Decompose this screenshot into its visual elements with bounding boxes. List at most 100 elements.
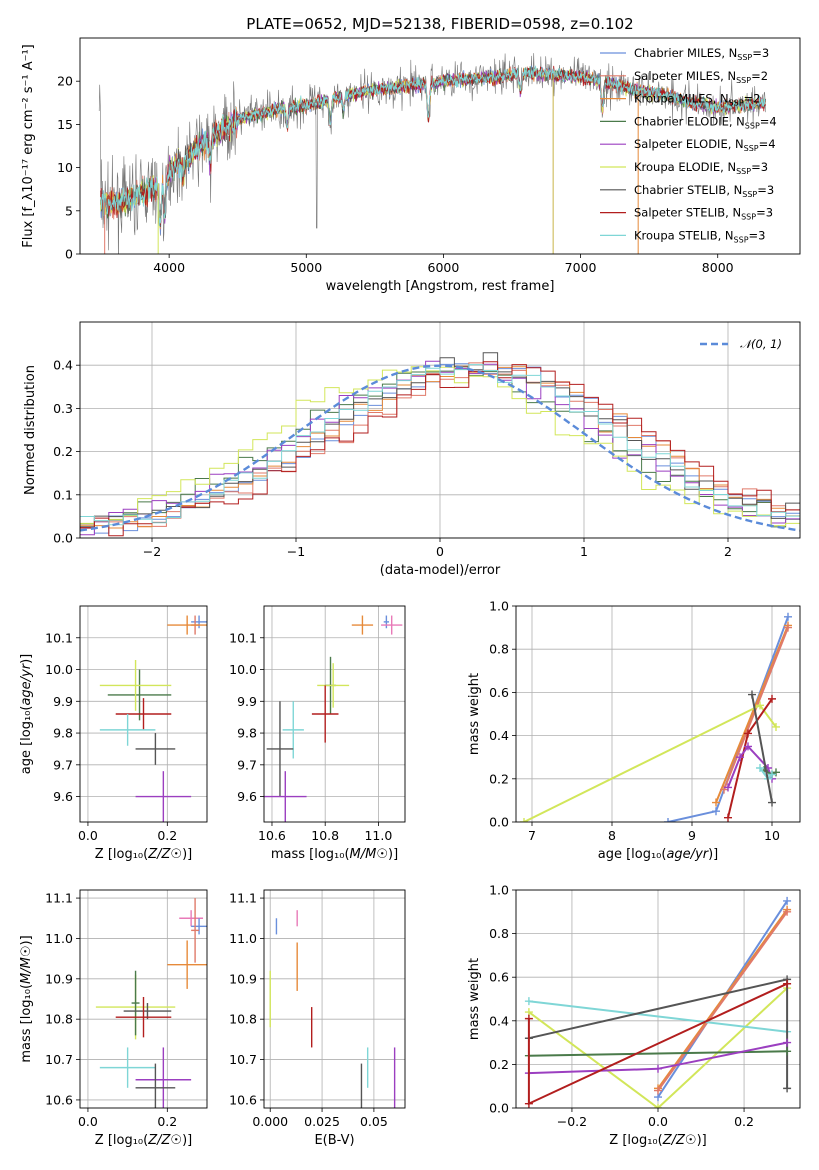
legend-label-rest: =3 [749, 228, 766, 242]
x-axis-label: wavelength [Angstrom, rest frame] [326, 279, 555, 294]
label-rest: )] [182, 1133, 192, 1148]
y-tick-label: 10.1 [45, 630, 73, 645]
legend-label: Salpeter ELODIE, NSSP=4 [634, 137, 776, 153]
plot-area [80, 322, 800, 538]
y-tick-label: 0.6 [489, 970, 509, 985]
x-tick-label: 0.2 [157, 1114, 177, 1129]
normal-curve [80, 364, 800, 532]
x-axis-label: (data-model)/error [380, 563, 501, 578]
series-marker [768, 798, 776, 807]
label-math: Z/Z☉ [147, 847, 182, 862]
label-rest: )] [182, 847, 192, 862]
series-marker [744, 742, 752, 751]
y-tick-label: 9.7 [53, 757, 73, 772]
data-point [107, 669, 172, 721]
y-tick-label: 10.7 [229, 1052, 257, 1067]
label-math: M/M☉ [19, 945, 34, 983]
y-tick-label: 0.2 [53, 444, 73, 459]
series-marker [664, 818, 672, 822]
legend-label: Kroupa MILES, NSSP=2 [634, 92, 760, 108]
age-vs-mass-panel: 10.6 10.8 11.0 9.6 9.7 9.8 9.9 10.0 10.1 mass [lo… [229, 605, 406, 862]
series-marker [736, 753, 744, 762]
x-axis-label: Z [log₁₀(Z/Z☉)] [95, 1133, 192, 1148]
label-math: age/yr [666, 847, 709, 862]
data-point [381, 615, 403, 635]
legend-label: 𝒩(0, 1) [740, 337, 782, 351]
series-marker [756, 701, 764, 710]
y-tick-label: 10.9 [45, 971, 73, 986]
y-tick-label: 10.0 [229, 662, 257, 677]
series-marker [768, 694, 776, 703]
y-tick-label: 9.8 [237, 726, 257, 741]
series-marker [524, 1014, 533, 1023]
plot-area [80, 606, 207, 822]
data-point [264, 771, 307, 822]
data-point [266, 701, 294, 797]
x-tick-label: 10.6 [258, 828, 286, 843]
mass-weight-vs-age-panel: 7 8 9 10 0.0 0.2 0.4 0.6 0.8 1.0 age [log₁₀(age/yr… [467, 599, 801, 862]
series-marker [772, 722, 780, 731]
legend-label-rest: =4 [760, 114, 777, 128]
label-math: age/yr [19, 662, 34, 705]
x-tick-label: 4000 [153, 260, 185, 275]
label-rest: )] [697, 1133, 707, 1148]
data-point [311, 685, 339, 743]
y-tick-label: 0.0 [53, 531, 73, 546]
data-point [135, 771, 192, 822]
x-axis-label: Z [log₁₀(Z/Z☉)] [95, 847, 192, 862]
x-tick-label: 0.2 [157, 828, 177, 843]
label-rest: )] [19, 935, 34, 945]
x-axis-label: Z [log₁₀(Z/Z☉)] [609, 1133, 706, 1148]
legend-subscript: SSP [745, 121, 760, 130]
y-tick-label: 11.1 [229, 891, 257, 906]
legend-label-rest: =3 [757, 183, 774, 197]
x-tick-label: 11.0 [364, 828, 392, 843]
figure-title: PLATE=0652, MJD=52138, FIBERID=0598, z=0… [246, 15, 633, 33]
y-tick-label: 0.2 [489, 1057, 509, 1072]
x-tick-label: 0.025 [304, 1114, 340, 1129]
y-tick-label: 9.9 [237, 694, 257, 709]
y-tick-label: 11.0 [229, 931, 257, 946]
series-marker [784, 623, 792, 632]
series-marker [712, 807, 720, 816]
y-axis-label: mass [log₁₀(M/M☉)] [19, 935, 34, 1062]
legend-label: Kroupa ELODIE, NSSP=3 [634, 160, 768, 176]
axes-frame [515, 889, 801, 1109]
y-tick-label: 9.6 [237, 789, 257, 804]
x-tick-label: 9 [688, 828, 696, 843]
label-rest: )] [388, 847, 398, 862]
data-point [115, 996, 172, 1038]
series-marker [744, 729, 752, 738]
y-tick-label: 0.6 [489, 685, 509, 700]
legend-label-rest: =3 [756, 206, 773, 220]
label-math: Z/Z☉ [662, 1133, 697, 1148]
y-tick-label: 10.6 [45, 1092, 73, 1107]
y-tick-label: 0 [65, 247, 73, 262]
label-math: Z/Z☉ [147, 1133, 182, 1148]
data-point [351, 615, 374, 635]
y-tick-label: 0.4 [489, 1013, 509, 1028]
y-tick-label: 5 [65, 203, 73, 218]
legend: 𝒩(0, 1) [700, 337, 782, 351]
plot-area [516, 606, 800, 822]
data-point [191, 898, 200, 963]
legend-label-rest: =3 [752, 46, 769, 60]
y-axis-label: age [log₁₀(age/yr)] [19, 654, 34, 775]
x-tick-label: 0.05 [360, 1114, 388, 1129]
axes-frame [79, 605, 208, 823]
y-tick-label: 15 [57, 117, 73, 132]
series-marker [783, 1084, 792, 1093]
series-marker [724, 783, 732, 792]
axes-frame [79, 889, 208, 1109]
histogram-salpeter-stelib [80, 361, 800, 537]
label-math: M/M☉ [350, 847, 388, 862]
series-marker [783, 1038, 792, 1047]
y-tick-label: 10.0 [45, 662, 73, 677]
legend-label: Chabrier ELODIE, NSSP=4 [634, 114, 777, 130]
series-marker [783, 896, 792, 905]
plot-area [264, 890, 405, 1108]
legend-subscript: SSP [736, 76, 751, 85]
series-marker [724, 813, 732, 822]
data-point [191, 615, 207, 629]
axes-frame [79, 321, 801, 539]
